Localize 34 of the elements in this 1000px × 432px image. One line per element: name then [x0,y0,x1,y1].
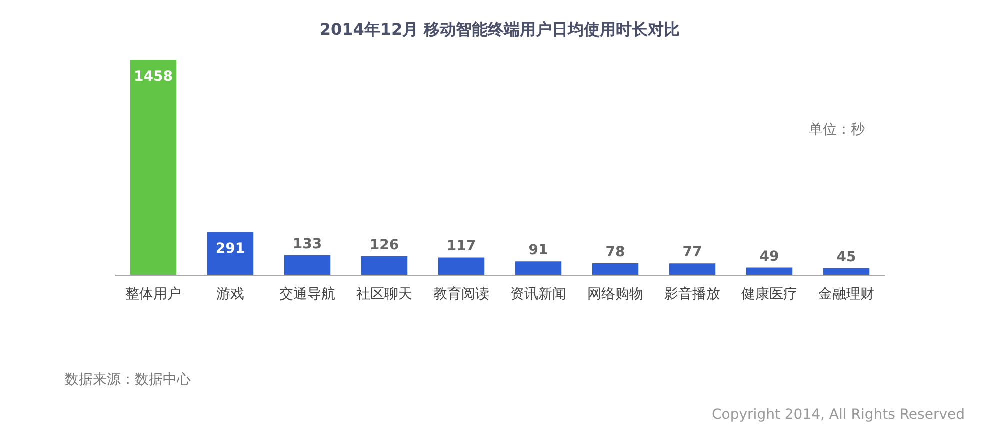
bar [823,268,870,275]
data-label: 77 [682,244,702,261]
x-tick-label: 影音播放 [664,286,720,302]
x-tick-label: 游戏 [216,286,244,302]
bar [515,262,562,275]
data-label: 133 [292,236,322,252]
x-tick-label: 社区聊天 [356,286,412,302]
chart-title: 2014年12月 移动智能终端用户日均使用时长对比 [320,20,680,39]
data-label: 117 [446,238,476,255]
bar [284,255,331,275]
source-note: 数据来源：数据中心 [65,372,191,388]
bar [207,232,254,275]
bar [746,268,793,275]
bar [669,264,716,275]
x-tick-label: 整体用户 [126,286,182,302]
bar [592,264,639,275]
x-tick-label: 资讯新闻 [510,286,566,302]
data-label: 78 [606,244,626,260]
data-label: 49 [760,248,780,265]
annotation: 单位：秒 [809,122,865,138]
text: Copyright 2014, All Rights Reserved [712,407,965,423]
data-label: 45 [836,249,856,266]
data-label: 291 [216,241,246,258]
bar [361,256,408,275]
data-label: 1458 [134,69,173,85]
x-tick-label: 健康医疗 [742,286,798,302]
x-tick-label: 网络购物 [588,286,644,302]
x-tick-label: 教育阅读 [434,286,490,302]
bar [130,60,177,275]
data-label: 91 [528,242,548,259]
bar [438,258,485,275]
x-tick-label: 交通导航 [280,286,336,302]
x-tick-label: 金融理财 [818,286,874,302]
data-label: 126 [370,237,400,254]
